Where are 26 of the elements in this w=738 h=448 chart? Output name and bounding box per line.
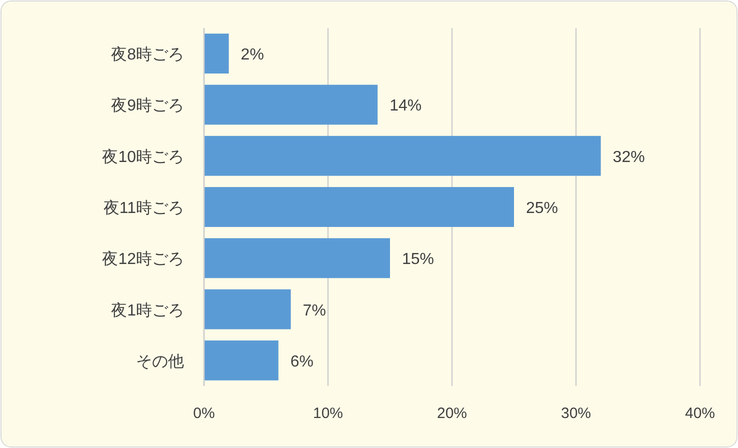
data-label: 6% xyxy=(290,353,314,370)
y-tick-label: 夜9時ごろ xyxy=(111,96,184,115)
y-tick-label: 夜12時ごろ xyxy=(102,250,184,268)
bar xyxy=(204,34,229,74)
x-tick-label: 20% xyxy=(436,405,468,422)
bar xyxy=(204,289,291,330)
y-tick-label: 夜10時ごろ xyxy=(102,148,184,166)
bar xyxy=(204,340,278,380)
data-label: 25% xyxy=(526,200,558,217)
data-label: 14% xyxy=(390,98,422,115)
y-tick-label: 夜1時ごろ xyxy=(111,301,184,320)
bar xyxy=(204,136,601,176)
data-label: 2% xyxy=(240,46,264,64)
data-label: 32% xyxy=(612,148,645,166)
y-tick-label: 夜11時ごろ xyxy=(103,199,184,217)
data-label: 7% xyxy=(302,302,326,320)
data-label: 15% xyxy=(402,251,434,268)
y-tick-label: その他 xyxy=(136,353,184,370)
x-tick-label: 30% xyxy=(560,405,592,422)
bar xyxy=(204,187,514,227)
x-tick-label: 40% xyxy=(684,405,716,422)
y-tick-label: 夜8時ごろ xyxy=(111,46,184,64)
x-tick-label: 10% xyxy=(312,405,344,422)
bar xyxy=(204,238,390,278)
x-tick-label: 0% xyxy=(193,405,215,422)
bar xyxy=(204,84,378,125)
